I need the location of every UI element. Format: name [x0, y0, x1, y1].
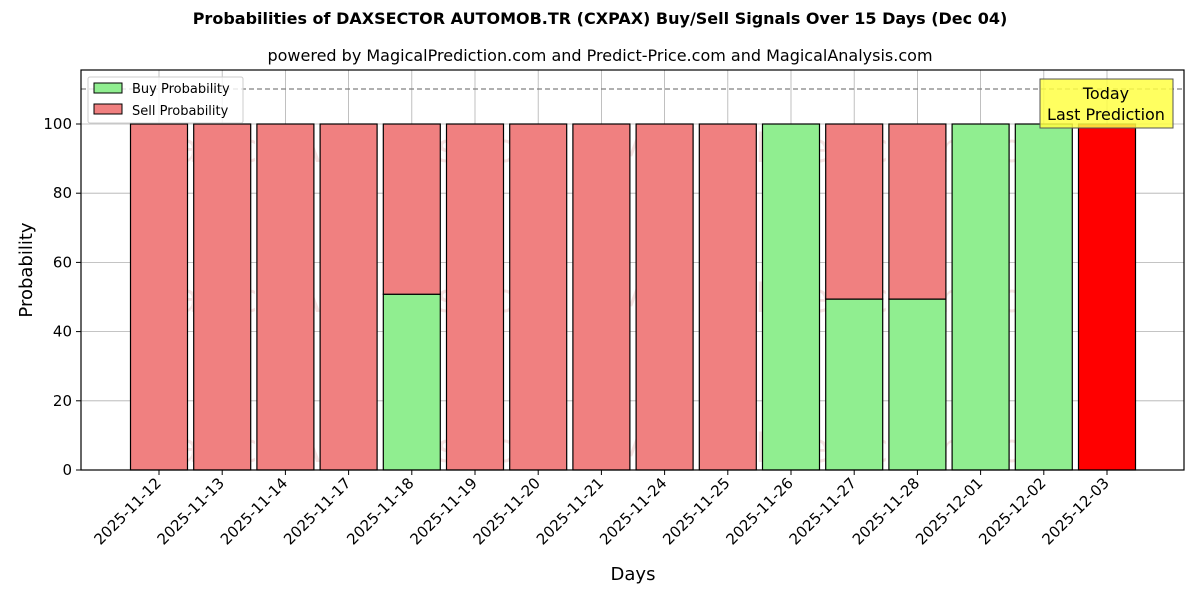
bar-sell — [572, 123, 631, 471]
bar-sell — [319, 123, 378, 471]
svg-text:2025-11-25: 2025-11-25 — [659, 474, 733, 548]
legend-swatch-buy — [93, 82, 123, 94]
svg-text:2025-11-20: 2025-11-20 — [470, 474, 544, 548]
legend: Buy Probability Sell Probability — [87, 76, 244, 124]
bar-buy — [888, 298, 947, 471]
bar-sell — [635, 123, 694, 471]
svg-text:40: 40 — [53, 323, 72, 341]
bar-buy — [825, 298, 884, 471]
x-axis-ticks: 2025-11-122025-11-132025-11-142025-11-17… — [90, 470, 1113, 548]
bar-buy — [761, 123, 821, 471]
y-axis-ticks: 0 20 40 60 80 100 — [43, 115, 81, 479]
svg-text:2025-11-17: 2025-11-17 — [280, 474, 354, 548]
svg-text:80: 80 — [53, 184, 72, 202]
bars — [129, 123, 1137, 471]
bar-sell — [193, 123, 252, 471]
legend-swatch-sell — [93, 103, 123, 115]
svg-text:60: 60 — [53, 253, 72, 271]
svg-text:2025-11-26: 2025-11-26 — [722, 474, 796, 548]
chart-subtitle: powered by MagicalPrediction.com and Pre… — [267, 46, 933, 65]
annotation-today: Today — [1082, 84, 1129, 103]
svg-text:2025-11-18: 2025-11-18 — [343, 474, 417, 548]
bar-sell — [509, 123, 568, 471]
bar-buy — [382, 293, 441, 471]
bar-sell — [256, 123, 315, 471]
chart-title: Probabilities of DAXSECTOR AUTOMOB.TR (C… — [192, 9, 1008, 28]
legend-label-sell: Sell Probability — [132, 104, 229, 119]
svg-text:2025-11-13: 2025-11-13 — [154, 474, 228, 548]
svg-text:2025-11-19: 2025-11-19 — [406, 474, 480, 548]
bar-sell — [888, 123, 947, 300]
bar-buy — [1014, 123, 1073, 471]
bar-sell — [129, 123, 189, 471]
svg-text:2025-11-12: 2025-11-12 — [90, 474, 164, 548]
svg-text:2025-12-02: 2025-12-02 — [975, 474, 1049, 548]
bar-sell — [1077, 123, 1137, 471]
svg-text:2025-12-03: 2025-12-03 — [1038, 474, 1112, 548]
svg-text:2025-11-27: 2025-11-27 — [786, 474, 860, 548]
svg-text:0: 0 — [62, 461, 72, 479]
svg-text:2025-11-21: 2025-11-21 — [533, 474, 607, 548]
bar-sell — [825, 123, 884, 300]
bar-sell — [382, 123, 441, 295]
y-axis-label: Probability — [16, 222, 37, 317]
svg-text:2025-11-14: 2025-11-14 — [217, 474, 291, 548]
svg-text:20: 20 — [53, 392, 72, 410]
legend-label-buy: Buy Probability — [132, 82, 230, 97]
plot-frame — [80, 69, 1185, 471]
today-annotation: Today Last Prediction — [1039, 78, 1174, 129]
bar-sell — [698, 123, 757, 471]
bar-sell — [445, 123, 505, 471]
svg-text:100: 100 — [43, 115, 72, 133]
svg-text:2025-11-28: 2025-11-28 — [849, 474, 923, 548]
bar-buy — [951, 123, 1010, 471]
svg-text:2025-11-24: 2025-11-24 — [596, 474, 670, 548]
x-axis-label: Days — [611, 564, 656, 585]
svg-text:2025-12-01: 2025-12-01 — [912, 474, 986, 548]
annotation-last-prediction: Last Prediction — [1047, 105, 1165, 124]
